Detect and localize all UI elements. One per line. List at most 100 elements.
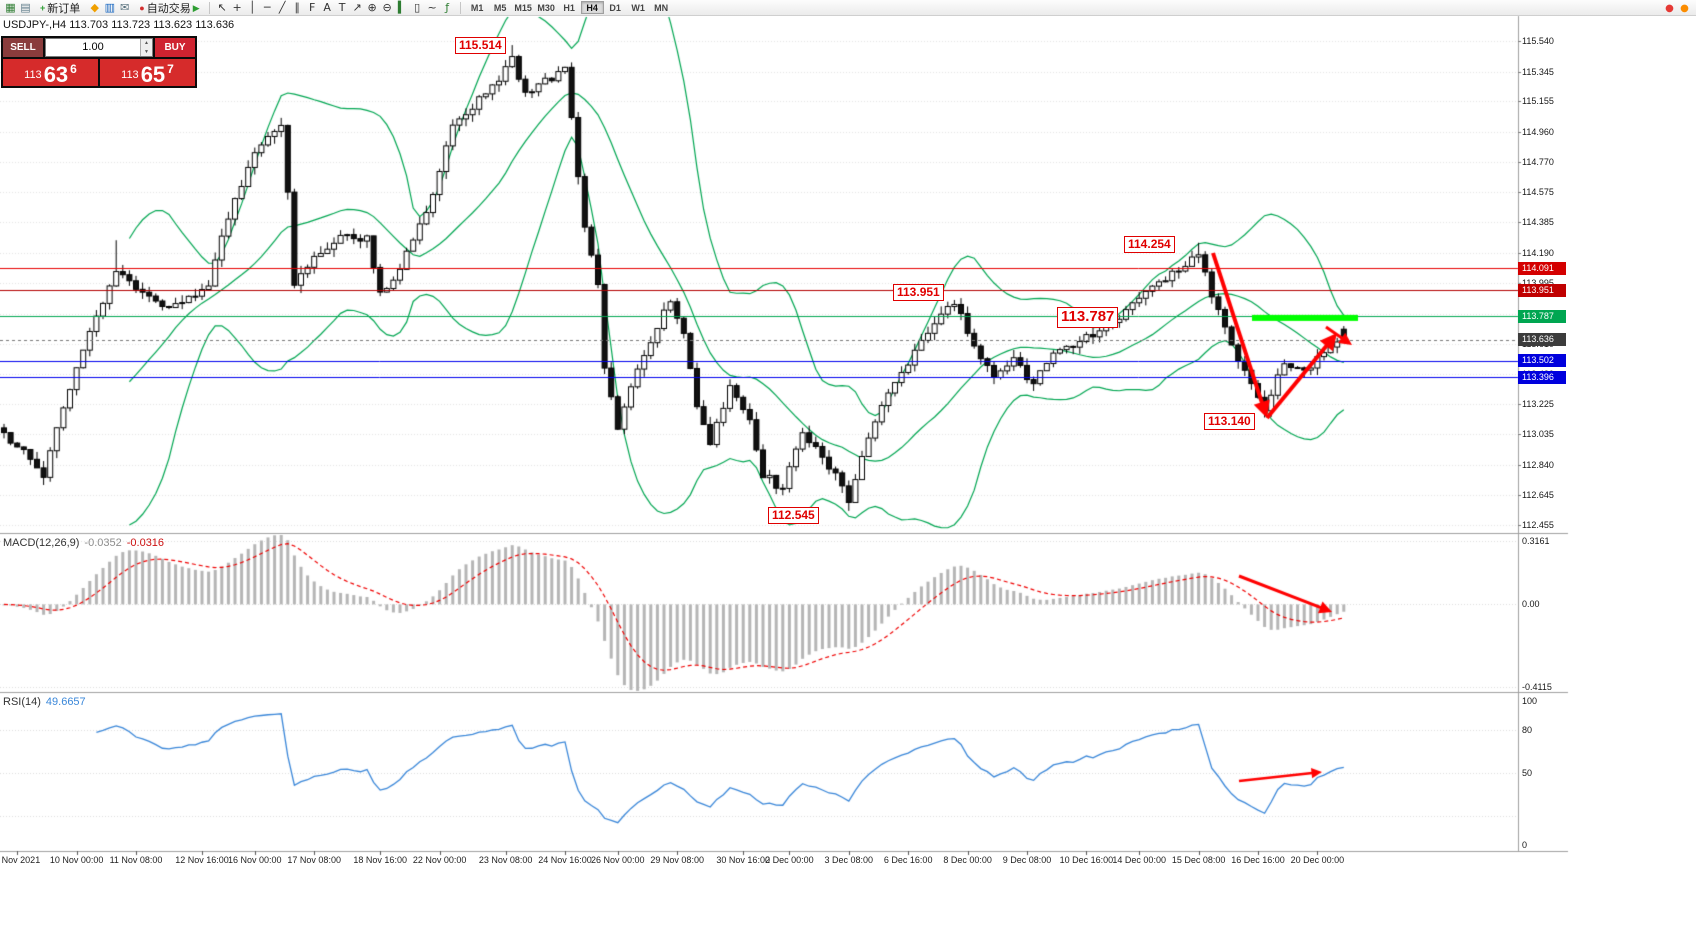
toolbar-right-group: ● ● <box>1664 2 1690 15</box>
candle-chart-icon[interactable]: ▯ <box>414 1 421 14</box>
price-callout[interactable]: 114.254 <box>1124 236 1175 253</box>
price-callout[interactable]: 113.140 <box>1204 413 1255 430</box>
new-order-label: 新订单 <box>47 2 81 15</box>
alerts-icon[interactable]: ● <box>1665 3 1674 14</box>
bid-big-digits: 63 <box>43 62 69 87</box>
time-axis-label: 29 Nov 08:00 <box>650 855 704 865</box>
trendline-icon[interactable]: ╱ <box>278 1 286 14</box>
mailbox-icon[interactable]: ✉ <box>120 1 130 14</box>
time-axis-label: 8 Dec 00:00 <box>943 855 992 865</box>
profiles-icon[interactable]: ▤ <box>20 1 31 14</box>
price-callout[interactable]: 113.787 <box>1057 307 1119 328</box>
cursor-icon[interactable]: ↖ <box>217 1 227 14</box>
new-order-button[interactable]: + 新订单 <box>36 1 84 15</box>
toolbar-separator <box>208 1 210 14</box>
price-tag: 113.636 <box>1518 333 1566 347</box>
price-axis-tick: 114.385 <box>1522 217 1554 228</box>
new-chart-icon[interactable]: ▦ <box>5 1 16 14</box>
time-axis-label: 10 Nov 00:00 <box>49 855 104 865</box>
time-axis-label: 17 Nov 08:00 <box>287 855 341 865</box>
time-axis-label: 18 Nov 16:00 <box>353 855 407 865</box>
crosshair-icon[interactable]: + <box>232 1 242 14</box>
zoom-in-icon[interactable]: ⊕ <box>367 1 377 14</box>
price-tag: 113.951 <box>1518 283 1566 297</box>
time-axis-label: 9 Dec 08:00 <box>1002 855 1052 865</box>
rsi-axis-tick: 80 <box>1522 724 1533 735</box>
rsi-indicator-label: RSI(14) 49.6657 <box>3 696 86 708</box>
play-icon: ▶ <box>192 2 200 13</box>
time-axis-label: 22 Nov 00:00 <box>412 855 467 865</box>
price-axis-tick: 114.575 <box>1522 187 1554 198</box>
fibonacci-icon[interactable]: F <box>308 1 316 14</box>
price-tag: 113.502 <box>1518 354 1566 368</box>
horizontal-line-icon[interactable]: ─ <box>263 1 271 14</box>
time-axis-label: 16 Dec 16:00 <box>1231 855 1285 865</box>
timeframe-button-m15[interactable]: M15 <box>514 3 532 13</box>
ask-pip-digit: 7 <box>167 62 174 76</box>
timeframe-button-h1[interactable]: H1 <box>563 3 575 13</box>
news-icon[interactable]: ● <box>1680 3 1689 14</box>
arrows-icon[interactable]: ↗ <box>352 1 362 14</box>
market-depth-icon[interactable]: ▥ <box>104 1 115 14</box>
price-callout[interactable]: 113.951 <box>893 284 944 301</box>
auto-trading-button[interactable]: ● 自动交易 ▶ <box>135 1 203 15</box>
price-axis-tick: 114.960 <box>1522 126 1554 137</box>
time-axis-label: 24 Nov 16:00 <box>538 855 592 865</box>
macd-value-main: -0.0352 <box>84 537 122 549</box>
timeframe-button-m5[interactable]: M5 <box>493 3 507 13</box>
bar-chart-icon[interactable]: ▍ <box>397 1 407 14</box>
ask-prefix: 113 <box>121 69 139 81</box>
vertical-line-icon[interactable]: │ <box>248 1 256 14</box>
price-axis-tick: 113.995 <box>1522 278 1554 288</box>
time-axis-label: 6 Dec 16:00 <box>883 855 933 865</box>
timeframe-button-mn[interactable]: MN <box>654 3 669 13</box>
volume-stepper[interactable]: 1.00 ▲ ▼ <box>45 38 153 57</box>
metaquotes-icon[interactable]: ◆ <box>90 1 99 14</box>
zoom-out-icon[interactable]: ⊖ <box>382 1 392 14</box>
macd-axis-tick: 0.3161 <box>1522 535 1550 546</box>
time-axis-label: 10 Dec 16:00 <box>1059 855 1114 865</box>
timeframe-button-d1[interactable]: D1 <box>609 3 621 13</box>
price-axis-tick: 115.155 <box>1522 96 1554 107</box>
time-axis-label: 14 Dec 00:00 <box>1112 855 1166 865</box>
bid-pip-digit: 6 <box>70 62 77 76</box>
one-click-trading-panel: SELL 1.00 ▲ ▼ BUY 113 63 6 113 65 7 <box>1 36 197 88</box>
time-scale[interactable]: 9 Nov 2021 10 Nov 00:00 11 Nov 08:00 12 Nov… <box>0 852 1518 870</box>
buy-button[interactable]: BUY <box>155 38 195 57</box>
timeframe-toolbar: M1 M5 M15 M30 H1 H4 D1 W1 MN <box>466 1 673 14</box>
channel-icon[interactable]: ∥ <box>294 1 300 14</box>
timeframe-button-h4[interactable]: H4 <box>580 1 604 14</box>
text-label-icon[interactable]: T <box>338 1 346 14</box>
volume-down-button[interactable]: ▼ <box>141 47 152 56</box>
price-axis-tick: 113.035 <box>1522 429 1554 439</box>
autotrade-status-icon: ● <box>139 2 145 13</box>
price-callout[interactable]: 115.514 <box>455 37 506 54</box>
timeframe-button-m30[interactable]: M30 <box>537 3 555 13</box>
price-axis-tick: 115.540 <box>1522 36 1554 46</box>
macd-indicator-label: MACD(12,26,9) -0.0352 -0.0316 <box>3 537 164 549</box>
price-tag: 113.396 <box>1518 370 1566 384</box>
price-axis-tick: 112.455 <box>1522 519 1554 530</box>
rsi-name: RSI(14) <box>3 696 41 708</box>
chart-tools-group: ↖ + │ ─ ╱ ∥ F A T ↗ ⊕ ⊖ ▍ ▯ ~ ƒ <box>215 1 455 14</box>
timeframe-button-m1[interactable]: M1 <box>470 3 484 13</box>
volume-up-button[interactable]: ▲ <box>141 39 152 48</box>
ask-big-digits: 65 <box>140 62 166 87</box>
price-axis-tick: 113.225 <box>1522 399 1554 410</box>
price-callout[interactable]: 112.545 <box>768 507 819 524</box>
time-axis-label: 26 Nov 00:00 <box>591 855 645 865</box>
indicators-icon[interactable]: ƒ <box>445 1 450 14</box>
ask-price-display[interactable]: 113 65 7 <box>100 59 195 86</box>
bid-price-display[interactable]: 113 63 6 <box>3 59 98 86</box>
time-axis-label: 20 Dec 00:00 <box>1290 855 1345 865</box>
price-scale[interactable]: 115.540 115.345 115.155 114.960 114.770 114.5… <box>1518 0 1588 938</box>
sell-button[interactable]: SELL <box>3 38 43 57</box>
text-icon[interactable]: A <box>323 1 331 14</box>
volume-value[interactable]: 1.00 <box>82 41 104 53</box>
timeframe-button-w1[interactable]: W1 <box>631 3 645 13</box>
mid-toolbar-group: ◆ ▥ ✉ <box>87 1 132 14</box>
macd-axis-tick: 0.00 <box>1522 599 1540 610</box>
rsi-axis-tick: 0 <box>1522 840 1528 850</box>
line-chart-icon[interactable]: ~ <box>427 1 437 14</box>
